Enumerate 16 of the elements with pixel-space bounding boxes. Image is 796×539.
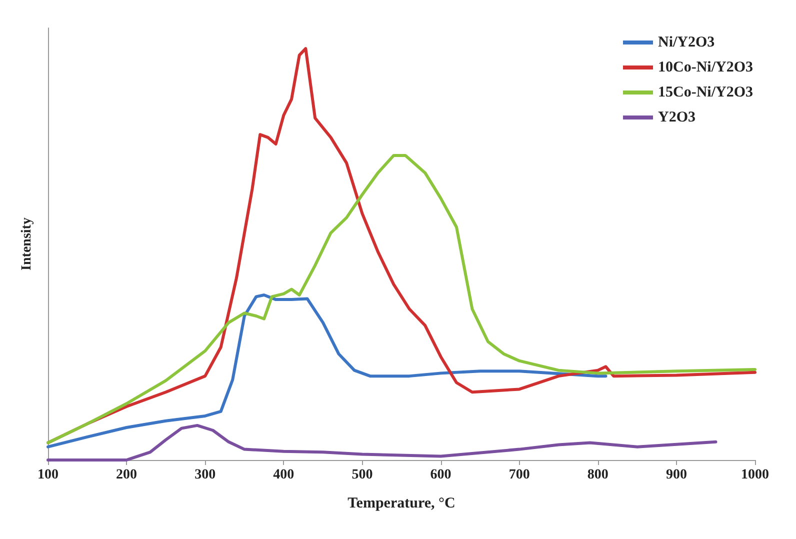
x-tick-label: 600 (430, 468, 452, 482)
legend-label: Y2O3 (658, 110, 696, 126)
x-tick-label: 900 (666, 468, 687, 482)
x-tick-label: 800 (587, 468, 608, 482)
x-tick-label: 1000 (741, 468, 769, 482)
x-tick-label: 100 (38, 468, 58, 482)
y-axis-title: Intensity (20, 218, 34, 270)
x-axis-title: Temperature, °C (348, 496, 456, 512)
x-tick-label: 700 (508, 468, 530, 482)
legend-label: Ni/Y2O3 (658, 34, 715, 50)
x-tick-label: 400 (273, 468, 294, 482)
x-tick-label: 200 (116, 468, 138, 482)
x-tick-label: 300 (194, 468, 216, 482)
legend-label: 10Co-Ni/Y2O3 (658, 60, 754, 76)
legend-label: 15Co-Ni/Y2O3 (658, 84, 754, 100)
x-tick-label: 500 (352, 468, 373, 482)
